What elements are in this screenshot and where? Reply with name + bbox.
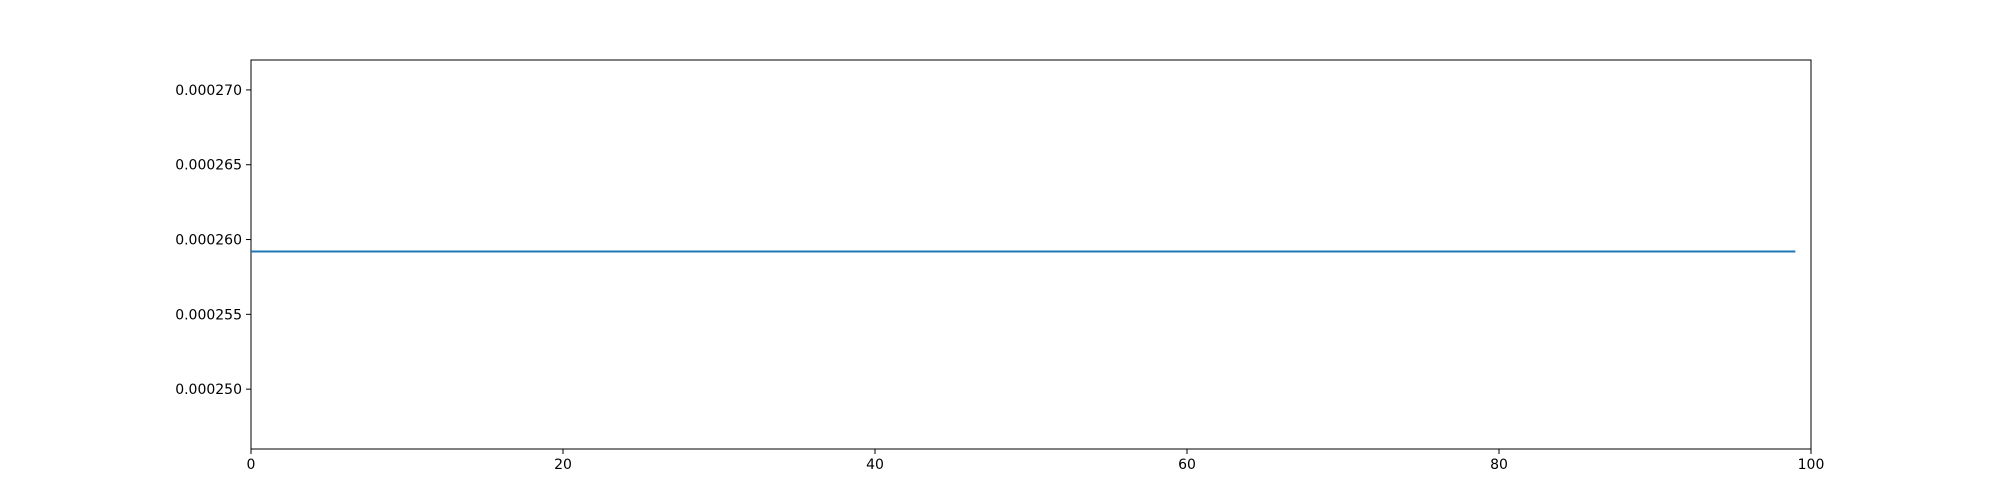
x-tick-label: 20 [554, 457, 572, 473]
x-axis: 0 20 40 60 80 100 [247, 449, 1825, 473]
y-tick-label: 0.000260 [175, 233, 242, 249]
x-tick-label: 80 [1490, 457, 1508, 473]
y-tick-label: 0.000265 [175, 158, 242, 174]
x-tick-label: 60 [1178, 457, 1196, 473]
y-tick-label: 0.000270 [175, 83, 242, 99]
plot-frame [250, 59, 1812, 450]
x-tick-label: 40 [866, 457, 884, 473]
x-tick-label: 100 [1798, 457, 1825, 473]
plot-area [250, 59, 1812, 450]
y-tick-label: 0.000250 [175, 382, 242, 398]
y-tick-label: 0.000255 [175, 307, 242, 323]
x-tick-label: 0 [247, 457, 256, 473]
y-axis: 0.000250 0.000255 0.000260 0.000265 0.000270 [175, 83, 251, 398]
